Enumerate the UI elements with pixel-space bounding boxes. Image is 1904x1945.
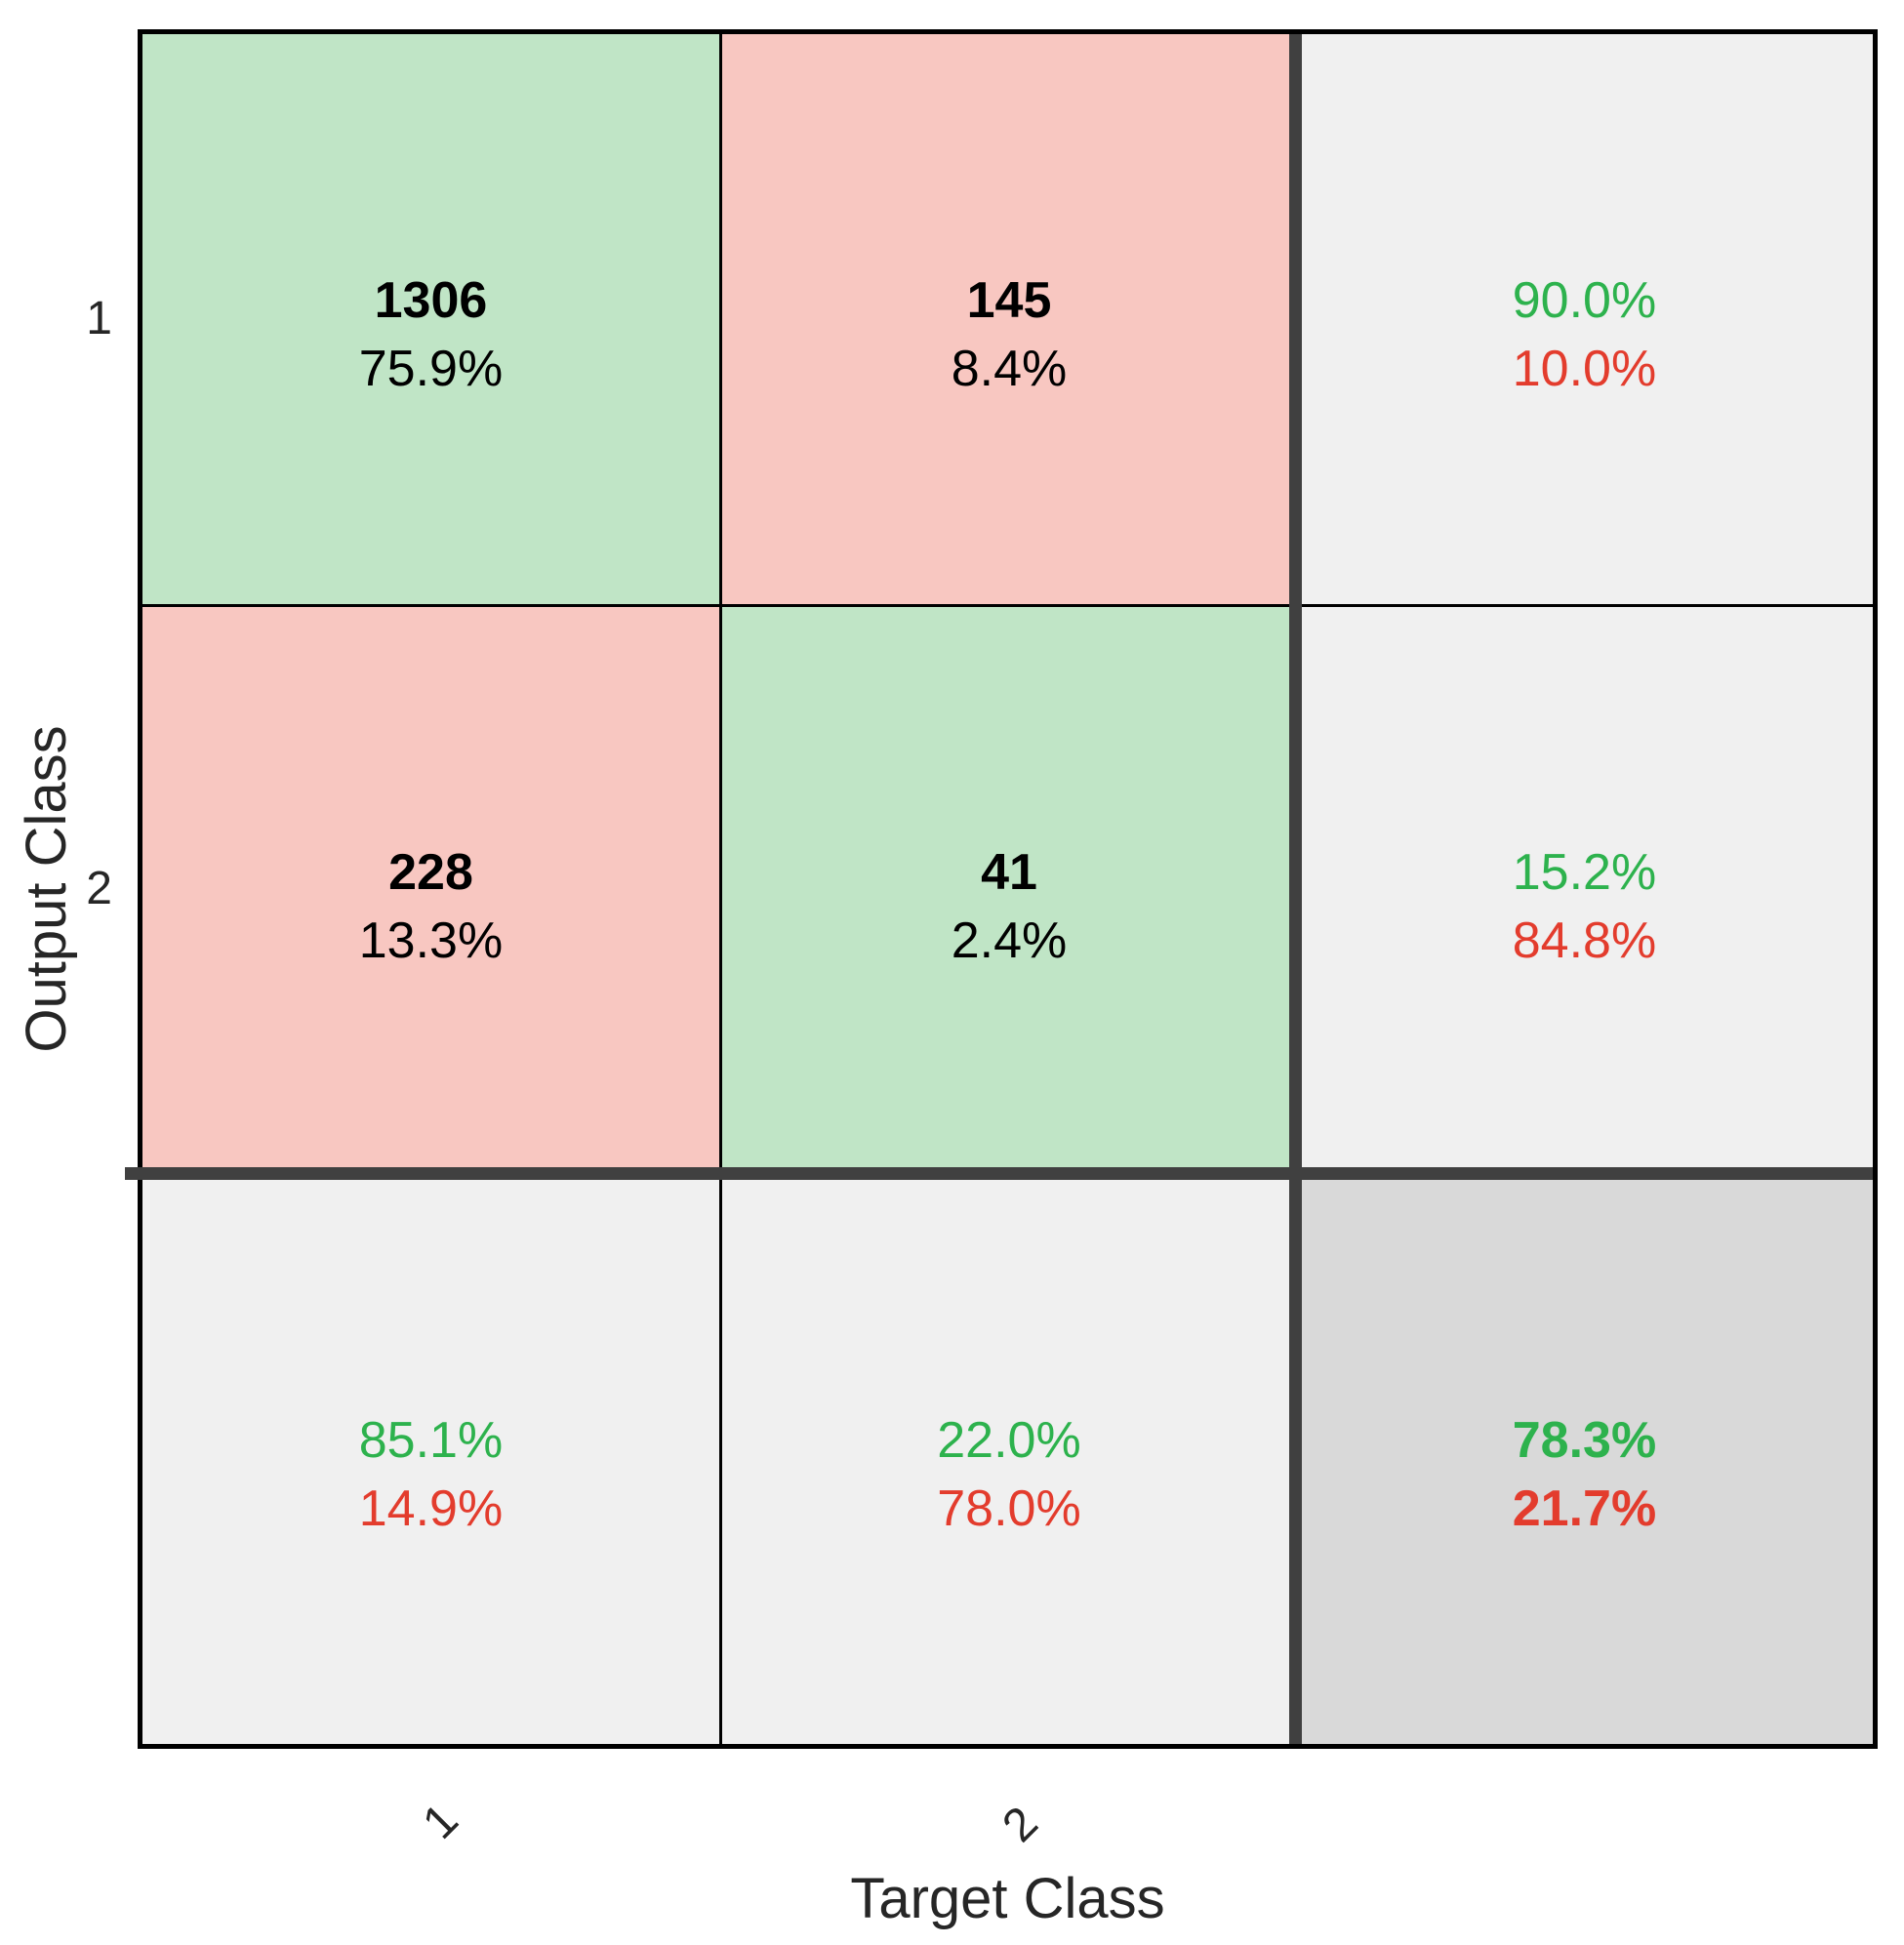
cell-positive-percent: 15.2%	[1512, 843, 1657, 901]
cell-text: 85.1% 14.9%	[359, 1406, 503, 1543]
cell-percent: 2.4%	[951, 912, 1068, 969]
cell-count: 228	[388, 843, 473, 901]
cell-output2-summary: 15.2% 84.8%	[1296, 604, 1873, 1174]
cell-text: 15.2% 84.8%	[1513, 838, 1656, 975]
cell-positive-percent: 22.0%	[937, 1412, 1081, 1469]
cell-positive-percent: 90.0%	[1512, 272, 1657, 329]
cell-output1-target2: 145 8.4%	[719, 34, 1296, 604]
y-tick-label-2: 2	[86, 863, 112, 914]
cell-output1-summary: 90.0% 10.0%	[1296, 34, 1873, 604]
cell-negative-percent: 84.8%	[1512, 912, 1657, 969]
cell-count: 1306	[374, 272, 488, 329]
x-tick-label-1: 1	[413, 1794, 468, 1849]
cell-output2-target1: 228 13.3%	[142, 604, 719, 1174]
cell-text: 90.0% 10.0%	[1513, 266, 1656, 403]
cell-summary-target1: 85.1% 14.9%	[142, 1174, 719, 1744]
cell-percent: 75.9%	[358, 341, 504, 397]
cell-percent: 13.3%	[358, 912, 504, 969]
cell-negative-percent: 14.9%	[358, 1480, 504, 1537]
cell-positive-percent: 78.3%	[1512, 1412, 1657, 1469]
cell-output2-target2: 41 2.4%	[719, 604, 1296, 1174]
summary-column-separator	[1289, 34, 1302, 1744]
cell-negative-percent: 10.0%	[1512, 341, 1657, 397]
cell-output1-target1: 1306 75.9%	[142, 34, 719, 604]
cell-text: 22.0% 78.0%	[937, 1406, 1080, 1543]
x-axis-label: Target Class	[850, 1867, 1165, 1930]
cell-text: 41 2.4%	[952, 838, 1068, 975]
cell-count: 145	[966, 272, 1052, 329]
summary-row-separator	[125, 1167, 1873, 1180]
cell-percent: 8.4%	[951, 341, 1068, 397]
cell-text: 78.3% 21.7%	[1513, 1406, 1656, 1543]
cell-summary-target2: 22.0% 78.0%	[719, 1174, 1296, 1744]
cell-text: 145 8.4%	[952, 266, 1068, 403]
matrix-grid: 1306 75.9% 145 8.4% 90.0% 10.0% 228 13.3…	[125, 29, 1878, 1749]
cell-count: 41	[981, 843, 1037, 901]
cell-overall-accuracy: 78.3% 21.7%	[1296, 1174, 1873, 1744]
cell-text: 228 13.3%	[359, 838, 503, 975]
x-tick-label-2: 2	[993, 1797, 1048, 1852]
cell-negative-percent: 21.7%	[1512, 1480, 1657, 1537]
cell-positive-percent: 85.1%	[358, 1412, 504, 1469]
cell-negative-percent: 78.0%	[937, 1480, 1081, 1537]
y-tick-label-1: 1	[86, 293, 112, 344]
cell-text: 1306 75.9%	[359, 266, 503, 403]
